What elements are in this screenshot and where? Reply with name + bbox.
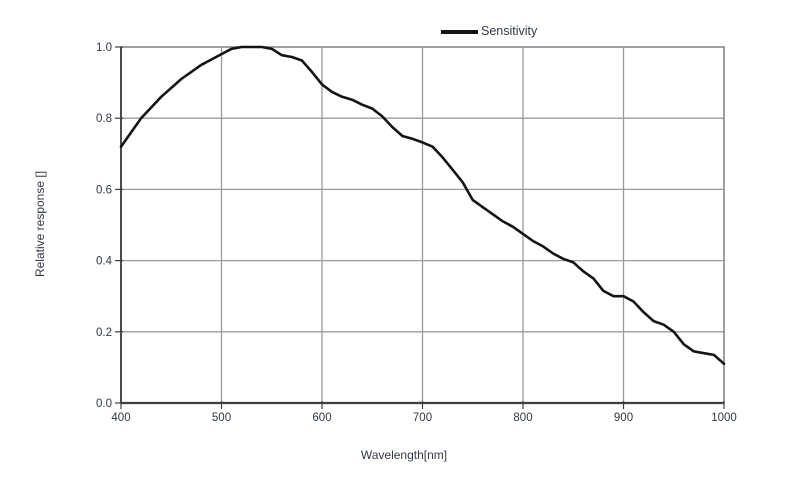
- sensitivity-curve: [119, 45, 726, 366]
- x-tick-label: 400: [111, 412, 130, 424]
- x-tick-label: 800: [513, 412, 532, 424]
- x-tick-label: 700: [413, 412, 432, 424]
- y-axis-title: Relative response []: [33, 170, 47, 278]
- y-tick-label: 0.4: [96, 256, 113, 268]
- x-tick-label: 900: [614, 412, 633, 424]
- x-tick-label: 1000: [711, 412, 737, 424]
- x-tick-label: 600: [312, 412, 331, 424]
- x-axis-title: Wavelength[nm]: [360, 448, 448, 462]
- legend-line-marker: [441, 29, 478, 34]
- legend: Sensitivity: [441, 25, 537, 38]
- y-tick-label: 0.0: [96, 398, 112, 410]
- y-tick-label: 0.6: [96, 184, 112, 196]
- y-tick-label: 0.8: [96, 113, 112, 125]
- legend-label: Sensitivity: [481, 24, 538, 38]
- y-tick-label: 0.2: [96, 327, 112, 339]
- y-tick-label: 1.0: [96, 42, 112, 54]
- x-tick-label: 500: [212, 412, 231, 424]
